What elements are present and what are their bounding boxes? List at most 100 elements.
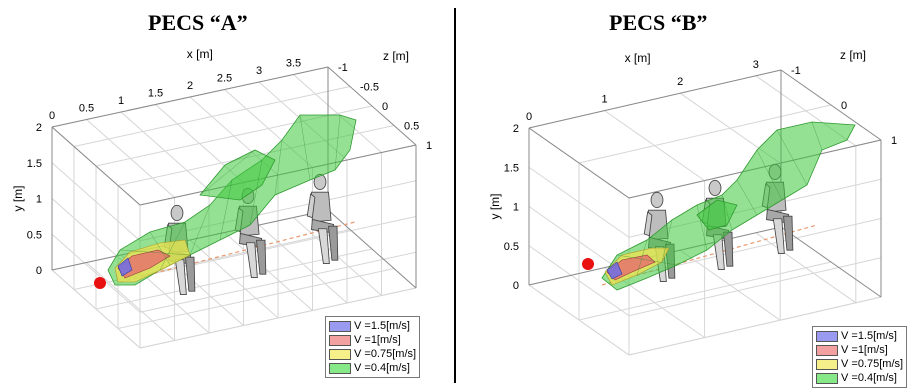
legend-swatch [329,320,351,332]
box-edge [528,69,782,129]
x-tick-label: 1 [602,94,608,106]
y-tick-label: 1.5 [504,162,519,174]
box-edge [528,127,630,199]
z-tick-label: 0.5 [404,121,419,133]
y-tick-label: 0.5 [27,229,42,241]
x-axis-label: x [m] [187,47,213,61]
y-tick-label: 0 [513,280,519,292]
legend-swatch [816,358,838,370]
legend-label: V =0.75[m/s] [841,358,904,370]
legend-swatch [816,372,838,384]
mesh-edge [219,179,233,241]
x-tick-label: 3 [753,59,759,71]
box-edge [51,126,141,206]
chart-title: PECS “B” [609,10,708,35]
panel-pecs-a: 0 0.5 1 1.5 2 2.5 3 3.5 0 0.5 1 1.5 2 -1 -0.5 0 0.5 1 x [m… [0,0,452,387]
x-tick-label: 0 [49,110,55,122]
x-tick-label: 2.5 [217,73,232,85]
legend-item: V =1[m/s] [816,343,903,357]
legend-item: V =1.5[m/s] [816,329,903,343]
legend-item: V =0.4[m/s] [816,371,903,385]
mannequin [306,173,339,265]
legend-label: V =0.4[m/s] [354,362,410,374]
x-tick-label: 2 [187,80,193,92]
grid-line [139,216,417,277]
legend-label: V =1[m/s] [841,344,888,356]
legend-label: V =1.5[m/s] [841,330,897,342]
legend-item: V =0.4[m/s] [329,361,416,375]
legend-label: V =0.4[m/s] [841,372,897,384]
y-tick-label: 0.5 [504,241,519,253]
y-tick-label: 1 [513,202,519,214]
legend: V =1.5[m/s] V =1[m/s] V =0.75[m/s] V =0.… [325,316,421,378]
z-tick-label: -1 [791,65,801,77]
mesh-edge [756,149,783,201]
box-edge [780,226,882,298]
x-tick-label: 1 [118,95,124,107]
velocity-volume-1.5 [606,261,623,280]
box-edge [780,69,882,141]
chart-title: PECS “A” [148,10,248,35]
grid-line [139,287,417,349]
mesh-edge [299,114,311,181]
z-tick-label: 0 [841,100,847,112]
x-tick-label: 0.5 [79,103,94,115]
mesh-edge [334,114,341,171]
mesh-edge [274,139,283,196]
x-tick-label: 3 [256,65,262,77]
z-tick-label: 0 [382,101,388,113]
y-axis-label: y [m] [488,194,502,220]
z-axis-label: z [m] [840,48,866,62]
x-tick-label: 1.5 [148,88,163,100]
z-tick-label: -1 [338,62,348,74]
mesh-edge [736,179,758,216]
legend-item: V =0.75[m/s] [329,347,416,361]
mesh-edge [159,221,186,271]
mesh-edge [721,194,733,231]
source-point [582,258,594,270]
mesh-edge [616,254,678,266]
mesh-edge [661,219,673,263]
mesh-edge [776,129,808,186]
mesh-edge [199,149,256,196]
grid-line [139,251,417,313]
mesh-edge [119,249,191,256]
y-axis-label: y [m] [11,186,25,212]
grid-line [578,104,832,164]
legend-swatch [329,362,351,374]
box-edge [51,66,329,128]
box-edge [327,66,417,146]
plot-area-b: 0 1 2 3 0 0.5 1 1.5 2 -1 0 1 x [m] z [m] y [m] [488,48,897,356]
legend-label: V =1.5[m/s] [354,320,410,332]
y-tick-label: 2 [36,122,42,134]
z-tick-label: 1 [426,140,432,152]
legend-item: V =0.75[m/s] [816,357,903,371]
velocity-volume-1.5 [117,257,133,277]
grid-line [73,86,351,147]
mesh-edge [696,204,708,251]
mesh-edge [189,204,211,256]
x-tick-label: 2 [677,76,683,88]
legend: V =1.5[m/s] V =1[m/s] V =0.75[m/s] V =0.… [812,326,908,388]
mesh-edge [811,121,823,151]
velocity-volume-0.4 [199,149,276,201]
z-tick-label: 1 [891,135,897,147]
y-tick-label: 0 [36,265,42,277]
velocity-volume-0.4 [696,199,738,231]
y-tick-label: 1.5 [27,158,42,170]
legend-swatch [816,330,838,342]
box-edge [327,209,417,289]
legend-label: V =1[m/s] [354,334,401,346]
floor-centerline [119,221,356,283]
z-tick-label: -0.5 [360,82,379,94]
plot-area-a: 00.511.522.533.500.511.52-1-0.500.51x [m… [11,47,432,349]
x-tick-label: 3.5 [286,58,301,70]
source-point [94,277,106,289]
legend-item: V =1.5[m/s] [329,319,416,333]
grid-line [578,261,832,321]
panel-divider [454,8,456,383]
y-tick-label: 1 [36,194,42,206]
panel-pecs-b: 0 1 2 3 0 0.5 1 1.5 2 -1 0 1 x [m] z [m] y [m] PECS “B… [457,0,909,388]
mesh-edge [249,159,263,226]
z-axis-label: z [m] [383,49,409,63]
